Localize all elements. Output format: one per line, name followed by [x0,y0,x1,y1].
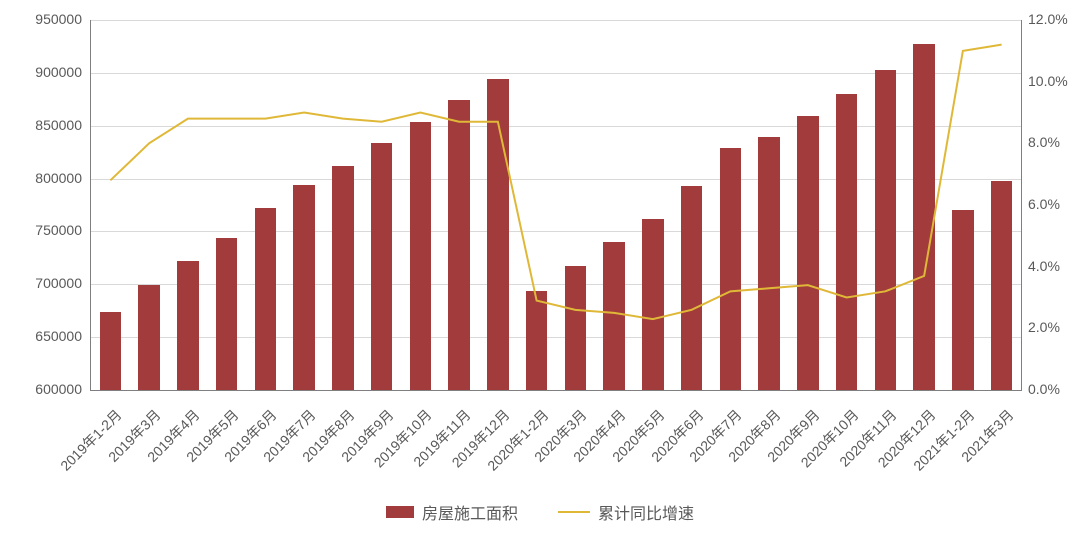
y2-tick-label: 4.0% [1028,258,1060,274]
y1-tick-label: 650000 [35,328,82,344]
y2-tick-label: 0.0% [1028,381,1060,397]
chart-container: 600000 650000 700000 750000 800000 850000 9000… [0,0,1080,537]
legend-label-bar: 房屋施工面积 [422,500,518,524]
y2-tick-label: 6.0% [1028,196,1060,212]
y1-tick-label: 800000 [35,170,82,186]
y1-tick-label: 850000 [35,117,82,133]
legend: 房屋施工面积 累计同比增速 [0,500,1080,524]
legend-item-line: 累计同比增速 [558,500,694,524]
line-series [91,20,1021,390]
y2-tick-label: 12.0% [1028,11,1068,27]
legend-label-line: 累计同比增速 [598,500,694,524]
y1-tick-label: 900000 [35,64,82,80]
y1-tick-label: 950000 [35,11,82,27]
legend-swatch-bar [386,506,414,518]
y2-tick-label: 10.0% [1028,73,1068,89]
y2-tick-label: 2.0% [1028,319,1060,335]
y2-tick-label: 8.0% [1028,134,1060,150]
legend-item-bar: 房屋施工面积 [386,500,518,524]
legend-swatch-line [558,511,590,513]
y1-tick-label: 750000 [35,222,82,238]
growth-line [110,45,1001,319]
y1-tick-label: 600000 [35,381,82,397]
y1-tick-label: 700000 [35,275,82,291]
plot-area [90,20,1022,391]
